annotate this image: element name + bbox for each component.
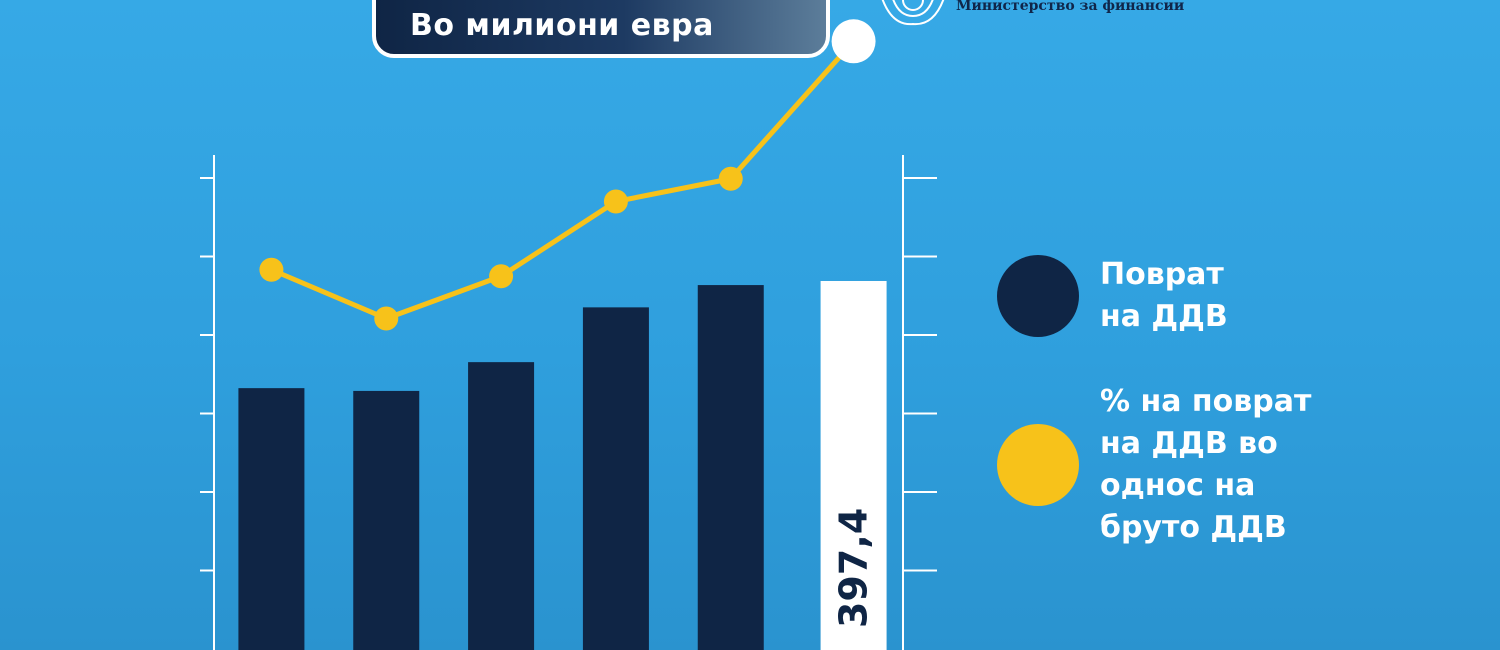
legend-line-marker: [997, 424, 1079, 506]
bar: [582, 307, 649, 650]
legend-bars-marker: [997, 255, 1079, 337]
ministry-emblem-icon: [881, 0, 945, 26]
bar: [697, 285, 764, 650]
legend-bars-label: Поврат на ДДВ: [1100, 257, 1228, 334]
bar-value-label: 397,4: [832, 508, 876, 628]
line-series: [270, 39, 856, 321]
bar: [468, 362, 535, 650]
bar: [353, 390, 420, 650]
line-point: [374, 306, 399, 331]
line-point-highlight: [831, 19, 876, 64]
line-point: [259, 257, 284, 282]
bar-highlight: [820, 280, 887, 650]
legend-line-label: % на поврат на ДДВ во однос на бруто ДДВ: [1100, 384, 1312, 545]
ministry-name: Министерство за финансии: [956, 0, 1185, 14]
subtitle-banner: Во милиони евра: [372, 0, 830, 58]
line-point: [718, 166, 743, 191]
line-point: [489, 264, 514, 289]
bar: [238, 388, 305, 650]
chart-subtitle: Во милиони евра: [410, 8, 714, 43]
line-point: [603, 189, 628, 214]
